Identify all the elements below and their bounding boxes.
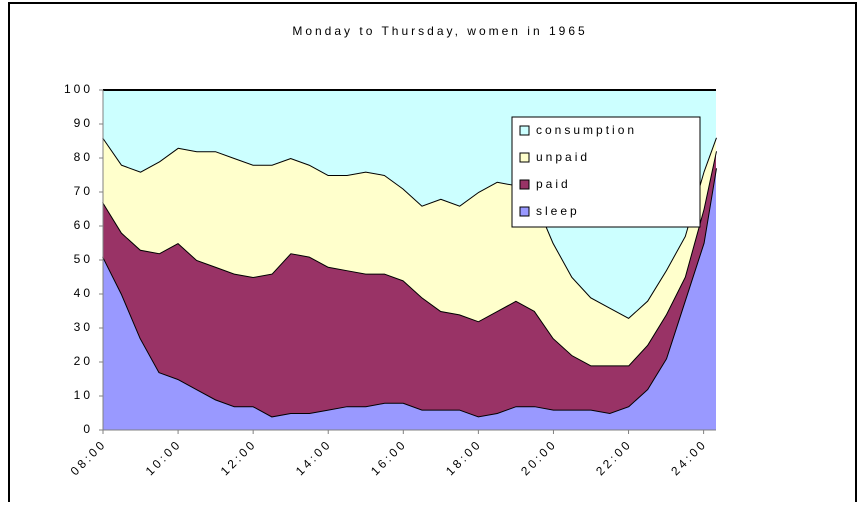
y-tick-label: 40	[74, 286, 93, 300]
y-tick-label: 60	[74, 218, 93, 232]
y-tick-label: 20	[74, 354, 93, 368]
y-tick-label: 30	[74, 320, 93, 334]
y-tick-label: 80	[74, 150, 93, 164]
area	[103, 137, 716, 366]
legend-swatch	[519, 125, 530, 136]
legend-box	[511, 116, 701, 228]
legend-label: consumption	[536, 123, 637, 137]
legend-swatch	[519, 206, 530, 217]
legend-label: paid	[536, 177, 571, 191]
legend-swatch	[519, 152, 530, 163]
y-tick-label: 50	[74, 252, 93, 266]
y-tick-label: 100	[64, 82, 93, 96]
chart-title: Monday to Thursday, women in 1965	[292, 24, 587, 38]
area	[103, 151, 716, 417]
legend-label: sleep	[536, 204, 580, 218]
area	[103, 168, 716, 430]
legend-label: unpaid	[536, 150, 590, 164]
y-tick-label: 10	[74, 388, 93, 402]
y-tick-label: 0	[83, 422, 93, 436]
y-tick-label: 70	[74, 184, 93, 198]
y-tick-label: 90	[74, 116, 93, 130]
legend-swatch	[519, 179, 530, 190]
